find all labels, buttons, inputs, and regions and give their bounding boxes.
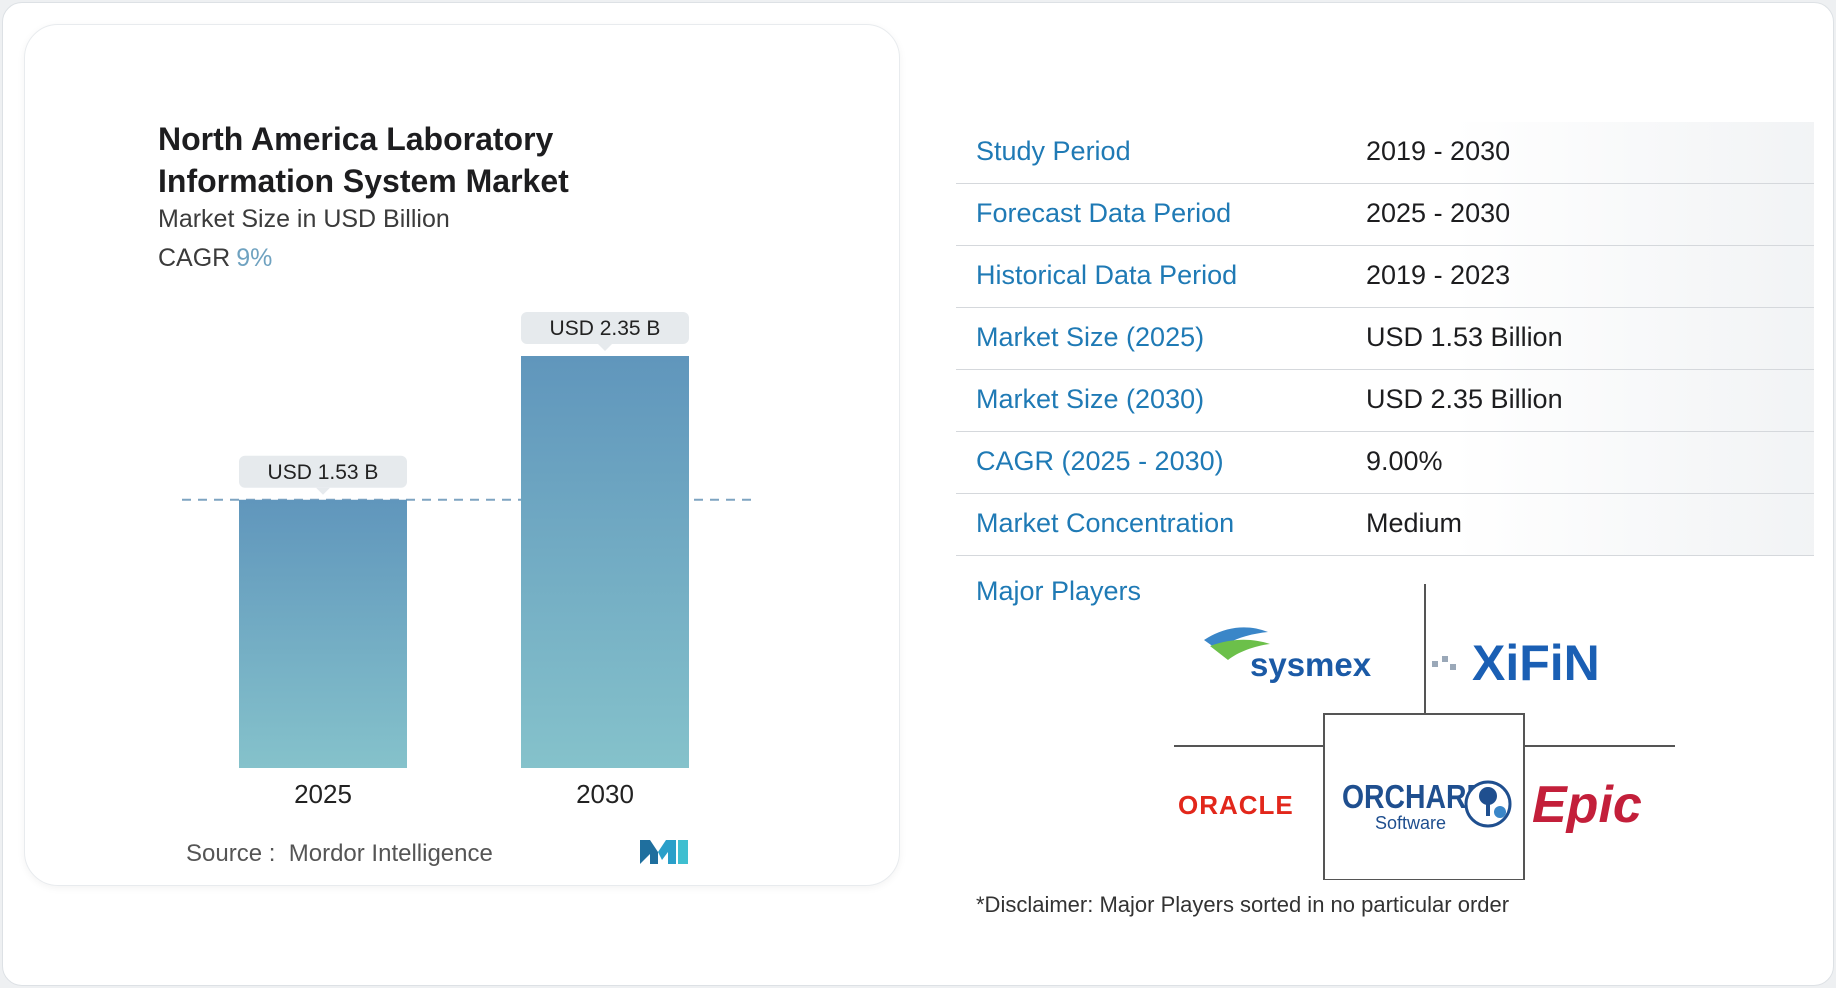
xifin-text: XiFiN bbox=[1472, 635, 1600, 691]
info-row-market-size-2030: Market Size (2030) USD 2.35 Billion bbox=[956, 370, 1814, 432]
x-tick-label: 2025 bbox=[294, 779, 352, 809]
epic-logo: Epic bbox=[1532, 776, 1642, 834]
major-players-grid: sysmex XiFiN ORACLE ORCHARD Software Epi… bbox=[1174, 584, 1675, 880]
info-label: Market Size (2025) bbox=[976, 322, 1205, 352]
major-players-label: Major Players bbox=[976, 576, 1142, 606]
chart-title: North America Laboratory Information Sys… bbox=[158, 121, 569, 199]
orchard-text: ORCHARD bbox=[1342, 778, 1487, 816]
info-label: Study Period bbox=[976, 136, 1131, 166]
chart-subtitle: Market Size in USD Billion bbox=[158, 205, 450, 233]
bar-2030 bbox=[521, 356, 689, 768]
info-label: CAGR (2025 - 2030) bbox=[976, 446, 1224, 476]
info-label: Forecast Data Period bbox=[976, 198, 1232, 228]
chart-card bbox=[24, 24, 900, 886]
info-value: USD 1.53 Billion bbox=[1366, 322, 1563, 352]
info-row-forecast-period: Forecast Data Period 2025 - 2030 bbox=[956, 184, 1814, 246]
value-label: USD 2.35 B bbox=[550, 317, 661, 340]
info-row-historical-period: Historical Data Period 2019 - 2023 bbox=[956, 246, 1814, 308]
info-value: 2019 - 2023 bbox=[1366, 260, 1511, 290]
disclaimer: *Disclaimer: Major Players sorted in no … bbox=[976, 892, 1510, 917]
cagr-line: CAGR 9% bbox=[158, 244, 272, 273]
bar-2025 bbox=[239, 499, 407, 768]
value-label-pill bbox=[521, 312, 689, 344]
mordor-intelligence-logo bbox=[640, 840, 688, 864]
value-label-pointer bbox=[598, 344, 612, 351]
orchard-subtext: Software bbox=[1375, 813, 1446, 833]
source-name: Mordor Intelligence bbox=[288, 840, 493, 867]
oracle-logo: ORACLE bbox=[1178, 790, 1294, 820]
info-row-cagr: CAGR (2025 - 2030) 9.00% bbox=[956, 432, 1814, 494]
cagr-label: CAGR bbox=[158, 244, 231, 272]
x-tick-label: 2030 bbox=[576, 779, 634, 809]
value-label-pill bbox=[239, 455, 407, 488]
info-value: 2025 - 2030 bbox=[1366, 198, 1511, 228]
cagr-value: 9% bbox=[236, 244, 273, 272]
value-label: USD 1.53 B bbox=[268, 461, 379, 484]
orchard-logo: ORCHARD Software bbox=[1342, 778, 1512, 833]
value-label-pointer bbox=[316, 487, 330, 495]
info-value: USD 2.35 Billion bbox=[1366, 384, 1563, 414]
info-row-market-concentration: Market Concentration Medium bbox=[956, 494, 1814, 556]
info-row-study-period: Study Period 2019 - 2030 bbox=[956, 122, 1814, 184]
info-row-market-size-2025: Market Size (2025) USD 1.53 Billion bbox=[956, 308, 1814, 370]
info-label: Market Size (2030) bbox=[976, 384, 1205, 414]
source-label: Source : bbox=[186, 840, 276, 867]
sysmex-logo: sysmex bbox=[1204, 627, 1372, 683]
info-value: Medium bbox=[1366, 508, 1463, 538]
source-line: Source : Mordor Intelligence bbox=[186, 840, 493, 868]
market-info-table: Study Period 2019 - 2030 Forecast Data Pe… bbox=[956, 122, 1814, 556]
bar-chart: USD 1.53 B 2025 USD 2.35 B 2030 bbox=[182, 312, 752, 809]
info-label: Historical Data Period bbox=[976, 260, 1238, 290]
sysmex-text: sysmex bbox=[1250, 646, 1372, 683]
info-label: Market Concentration bbox=[976, 508, 1235, 538]
info-value: 2019 - 2030 bbox=[1366, 136, 1511, 166]
info-value: 9.00% bbox=[1366, 446, 1443, 476]
xifin-logo: XiFiN bbox=[1432, 635, 1600, 691]
